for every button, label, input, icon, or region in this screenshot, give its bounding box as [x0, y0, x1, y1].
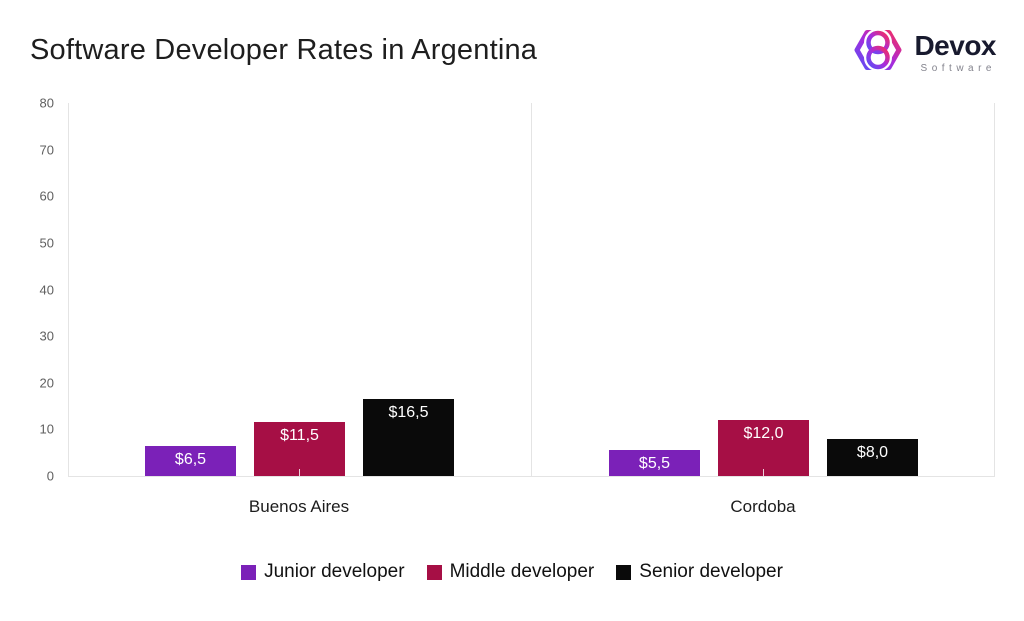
y-axis-tick-label: 60: [39, 188, 54, 204]
legend-label: Junior developer: [264, 561, 405, 582]
legend-label: Middle developer: [449, 561, 595, 582]
legend-item-middle-developer: Middle developer: [426, 561, 595, 583]
y-axis-tick-label: 80: [39, 95, 54, 111]
x-axis-category-tick: [763, 469, 764, 476]
legend-label: Senior developer: [639, 561, 783, 582]
devox-hexagon-icon: [852, 24, 904, 81]
bar-value-label: $5,5: [638, 455, 671, 472]
logo-subtitle: Software: [920, 62, 996, 74]
bar-value-label: $8,0: [856, 444, 889, 461]
y-axis-tick-label: 30: [39, 328, 54, 344]
panel-divider-line: [531, 103, 532, 476]
x-axis-category-tick: [299, 469, 300, 476]
bar-cordoba-senior-developer: $8,0: [827, 439, 918, 476]
logo-name: Devox: [914, 30, 996, 62]
bar-buenos-aires-middle-developer: $11,5: [254, 422, 345, 476]
x-axis-baseline: [68, 476, 995, 477]
devox-logo: Devox Software: [852, 24, 996, 81]
legend-swatch: [241, 564, 257, 580]
y-axis-tick-label: 0: [46, 468, 54, 484]
legend-swatch: [616, 564, 632, 580]
bar-value-label: $12,0: [743, 425, 784, 442]
bar-value-label: $11,5: [280, 427, 319, 444]
y-axis-tick-label: 20: [39, 375, 54, 391]
y-axis-tick-label: 40: [39, 282, 54, 297]
bar-cordoba-middle-developer: $12,0: [718, 420, 809, 476]
y-axis-tick-label: 70: [39, 142, 54, 158]
bar-buenos-aires-senior-developer: $16,5: [363, 399, 454, 476]
bar-value-label: $6,5: [174, 451, 207, 468]
bar-cordoba-junior-developer: $5,5: [609, 450, 700, 476]
chart-legend: Junior developer Middle developer Senior d…: [0, 561, 1024, 583]
plot-right-border: [994, 103, 995, 476]
y-axis-line: [68, 103, 69, 476]
legend-item-senior-developer: Senior developer: [616, 561, 783, 583]
legend-swatch: [426, 564, 442, 580]
y-axis-tick-label: 50: [39, 235, 54, 251]
category-label-buenos-aires: Buenos Aires: [248, 497, 350, 516]
bar-buenos-aires-junior-developer: $6,5: [145, 446, 236, 476]
bar-value-label: $16,5: [388, 404, 429, 421]
category-label-cordoba: Cordoba: [730, 497, 796, 516]
y-axis-tick-label: 10: [39, 421, 54, 437]
page-title: Software Developer Rates in Argentina: [30, 34, 538, 66]
legend-item-junior-developer: Junior developer: [241, 561, 405, 583]
